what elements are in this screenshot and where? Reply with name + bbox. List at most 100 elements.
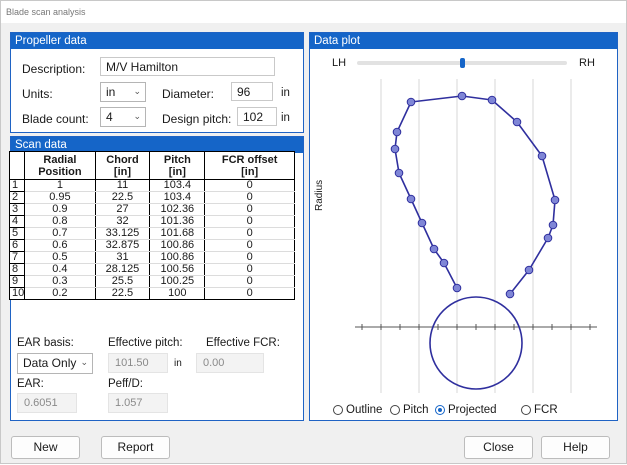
table-cell[interactable]: 0 bbox=[204, 191, 295, 204]
description-field[interactable]: M/V Hamilton bbox=[100, 57, 275, 76]
slider-thumb[interactable] bbox=[460, 58, 465, 68]
radio-circle-icon bbox=[435, 405, 445, 415]
table-cell[interactable]: 32.875 bbox=[94, 239, 151, 252]
col-label: Chord bbox=[106, 153, 139, 166]
table-cell[interactable]: 102.36 bbox=[149, 203, 206, 216]
table-cell[interactable]: 22.5 bbox=[94, 287, 151, 300]
table-cell[interactable]: 0 bbox=[204, 263, 295, 276]
design-pitch-label: Design pitch: bbox=[162, 112, 232, 126]
row-number-cell: 5 bbox=[8, 227, 26, 240]
radio-circle-icon bbox=[390, 405, 400, 415]
design-pitch-field[interactable]: 102 bbox=[237, 107, 277, 126]
table-cell[interactable]: 0.7 bbox=[24, 227, 96, 240]
table-cell[interactable]: 27 bbox=[94, 203, 151, 216]
effective-pitch-field: 101.50 bbox=[108, 353, 168, 373]
col-label: Position bbox=[38, 165, 82, 178]
table-cell[interactable]: 0.2 bbox=[24, 287, 96, 300]
table-cell[interactable]: 100.25 bbox=[149, 275, 206, 288]
blade-count-select[interactable]: 4 ⌄ bbox=[100, 107, 146, 127]
table-cell[interactable]: 0 bbox=[204, 275, 295, 288]
table-row[interactable]: 1 1 11 103.4 0 bbox=[8, 179, 295, 192]
radio-fcr[interactable]: FCR bbox=[521, 404, 558, 416]
new-button[interactable]: New bbox=[11, 436, 80, 459]
description-label: Description: bbox=[22, 62, 86, 76]
ear-basis-select[interactable]: Data Only ⌄ bbox=[17, 353, 93, 374]
table-cell[interactable]: 0 bbox=[204, 179, 295, 192]
table-cell[interactable]: 1 bbox=[24, 179, 96, 192]
table-cell[interactable]: 100.86 bbox=[149, 239, 206, 252]
table-cell[interactable]: 103.4 bbox=[149, 179, 206, 192]
radio-circle-icon bbox=[333, 405, 343, 415]
table-cell[interactable]: 0.3 bbox=[24, 275, 96, 288]
table-cell[interactable]: 0.9 bbox=[24, 203, 96, 216]
table-row[interactable]: 7 0.5 31 100.86 0 bbox=[8, 251, 295, 264]
col-label: Pitch bbox=[163, 153, 191, 166]
table-row[interactable]: 10 0.2 22.5 100 0 bbox=[8, 287, 295, 300]
radio-projected[interactable]: Projected bbox=[435, 404, 497, 416]
table-cell[interactable]: 0 bbox=[204, 215, 295, 228]
table-row[interactable]: 8 0.4 28.125 100.56 0 bbox=[8, 263, 295, 276]
col-chord: Chord [in] bbox=[94, 151, 151, 180]
table-cell[interactable]: 100.56 bbox=[149, 263, 206, 276]
table-cell[interactable]: 0.5 bbox=[24, 251, 96, 264]
table-cell[interactable]: 100.86 bbox=[149, 251, 206, 264]
table-row[interactable]: 5 0.7 33.125 101.68 0 bbox=[8, 227, 295, 240]
effective-pitch-unit: in bbox=[174, 358, 182, 369]
table-cell[interactable]: 0.6 bbox=[24, 239, 96, 252]
table-cell[interactable]: 103.4 bbox=[149, 191, 206, 204]
diameter-field[interactable]: 96 bbox=[231, 82, 273, 101]
table-cell[interactable]: 28.125 bbox=[94, 263, 151, 276]
report-button[interactable]: Report bbox=[101, 436, 170, 459]
scan-data-header: Scan data bbox=[11, 137, 303, 153]
row-number-cell: 6 bbox=[8, 239, 26, 252]
table-cell[interactable]: 31 bbox=[94, 251, 151, 264]
col-pitch: Pitch [in] bbox=[149, 151, 206, 180]
units-label: Units: bbox=[22, 87, 53, 101]
table-cell[interactable]: 0.4 bbox=[24, 263, 96, 276]
table-row[interactable]: 3 0.9 27 102.36 0 bbox=[8, 203, 295, 216]
table-cell[interactable]: 11 bbox=[94, 179, 151, 192]
rh-label: RH bbox=[579, 57, 595, 69]
scan-data-table: Radial Position Chord [in] Pitch [in] FCR o… bbox=[8, 151, 295, 300]
col-label: [in] bbox=[113, 165, 132, 178]
radio-outline[interactable]: Outline bbox=[333, 404, 382, 416]
table-cell[interactable]: 0 bbox=[204, 227, 295, 240]
ear-basis-value: Data Only bbox=[23, 356, 77, 370]
table-cell[interactable]: 33.125 bbox=[94, 227, 151, 240]
table-cell[interactable]: 0 bbox=[204, 203, 295, 216]
table-cell[interactable]: 0 bbox=[204, 251, 295, 264]
units-select[interactable]: in ⌄ bbox=[100, 82, 146, 102]
help-button[interactable]: Help bbox=[541, 436, 610, 459]
lh-rh-slider[interactable] bbox=[357, 58, 567, 68]
table-row[interactable]: 4 0.8 32 101.36 0 bbox=[8, 215, 295, 228]
radio-pitch[interactable]: Pitch bbox=[390, 404, 429, 416]
table-cell[interactable]: 22.5 bbox=[94, 191, 151, 204]
diameter-unit: in bbox=[281, 87, 290, 99]
radio-label: FCR bbox=[534, 404, 558, 416]
col-label: FCR offset bbox=[221, 153, 278, 166]
table-cell[interactable]: 0.95 bbox=[24, 191, 96, 204]
data-plot-panel: Data plot bbox=[309, 32, 618, 421]
table-cell[interactable]: 32 bbox=[94, 215, 151, 228]
ear-field: 0.6051 bbox=[17, 393, 77, 413]
lh-label: LH bbox=[332, 57, 347, 69]
row-number-cell: 9 bbox=[8, 275, 26, 288]
ear-label: EAR: bbox=[17, 378, 44, 390]
chevron-down-icon: ⌄ bbox=[133, 111, 141, 121]
table-cell[interactable]: 100 bbox=[149, 287, 206, 300]
table-cell[interactable]: 0.8 bbox=[24, 215, 96, 228]
table-cell[interactable]: 25.5 bbox=[94, 275, 151, 288]
table-cell[interactable]: 0 bbox=[204, 287, 295, 300]
close-button[interactable]: Close bbox=[464, 436, 533, 459]
effective-pitch-label: Effective pitch: bbox=[108, 337, 183, 349]
table-header-row: Radial Position Chord [in] Pitch [in] FCR o… bbox=[8, 151, 295, 180]
table-row[interactable]: 9 0.3 25.5 100.25 0 bbox=[8, 275, 295, 288]
propeller-data-header: Propeller data bbox=[11, 33, 303, 49]
table-row[interactable]: 6 0.6 32.875 100.86 0 bbox=[8, 239, 295, 252]
table-cell[interactable]: 0 bbox=[204, 239, 295, 252]
table-cell[interactable]: 101.36 bbox=[149, 215, 206, 228]
table-cell[interactable]: 101.68 bbox=[149, 227, 206, 240]
peff-label: Peff/D: bbox=[108, 378, 143, 390]
table-row[interactable]: 2 0.95 22.5 103.4 0 bbox=[8, 191, 295, 204]
effective-fcr-field: 0.00 bbox=[196, 353, 264, 373]
